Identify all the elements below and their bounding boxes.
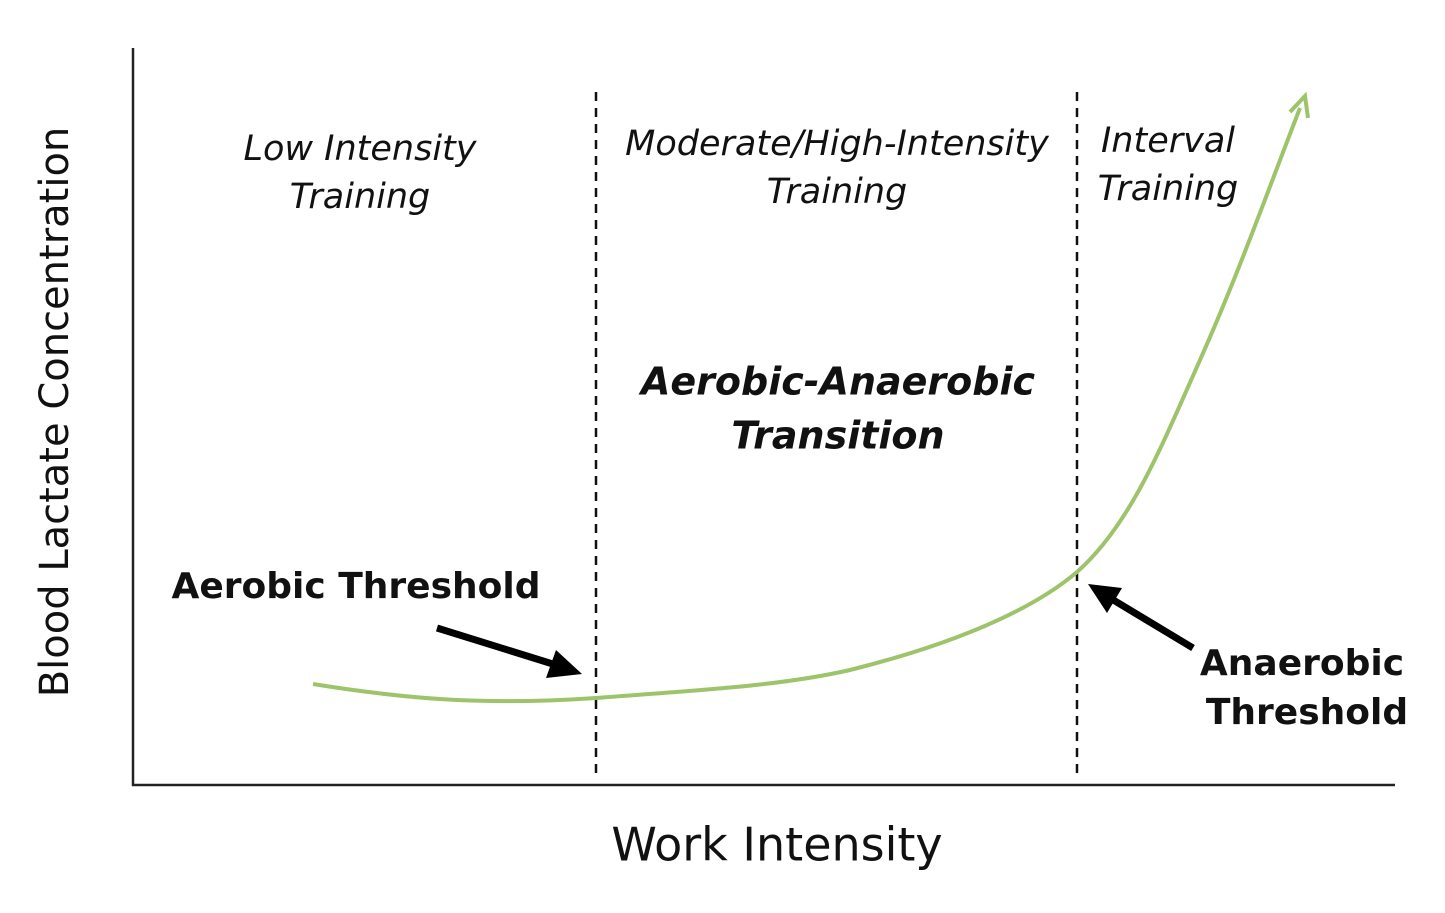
y-axis-label: Blood Lactate Concentration bbox=[32, 127, 78, 698]
arrow-head bbox=[546, 650, 582, 678]
arrow-shaft bbox=[435, 624, 558, 669]
zone-label: Training bbox=[767, 172, 908, 212]
lactate-curve bbox=[312, 107, 1302, 704]
zone-label: Interval bbox=[1101, 121, 1235, 161]
center-label: Transition bbox=[731, 414, 944, 458]
zone-label: Moderate/High-Intensity bbox=[625, 124, 1050, 164]
zone-label: Training bbox=[290, 177, 431, 217]
anaerobic-threshold-label: Anaerobic bbox=[1200, 643, 1404, 684]
x-axis-label: Work Intensity bbox=[611, 818, 942, 872]
arrow-shaft bbox=[1108, 595, 1195, 651]
curve-arrowhead bbox=[1288, 91, 1310, 119]
aerobic-threshold-label: Aerobic Threshold bbox=[172, 566, 541, 607]
anaerobic-threshold-label: Threshold bbox=[1206, 692, 1408, 733]
center-label: Aerobic-Anaerobic bbox=[638, 360, 1036, 404]
arrow-head bbox=[1088, 584, 1122, 613]
zone-label: Training bbox=[1098, 169, 1239, 209]
zone-label: Low Intensity bbox=[243, 129, 477, 169]
